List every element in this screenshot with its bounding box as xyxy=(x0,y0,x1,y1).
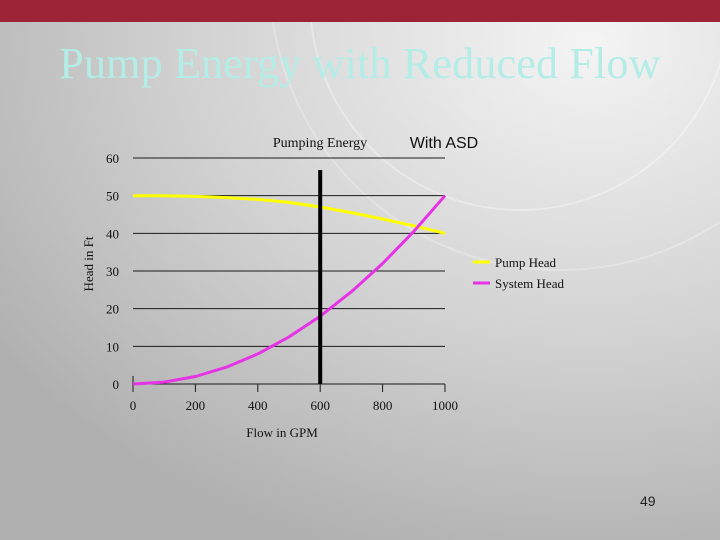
x-tick-label: 400 xyxy=(248,398,268,413)
slide-number: 49 xyxy=(640,493,656,509)
series-line-system-head xyxy=(132,194,447,386)
y-tick-label: 30 xyxy=(106,264,119,279)
x-tick-label: 0 xyxy=(130,398,137,413)
x-tick-label: 200 xyxy=(186,398,206,413)
y-tick-label: 40 xyxy=(106,226,119,241)
y-axis-title: Head in Ft xyxy=(81,236,96,291)
y-tick-label: 20 xyxy=(106,302,119,317)
y-tick-label: 0 xyxy=(113,377,120,392)
top-accent-bar xyxy=(0,0,720,22)
chart-title: Pumping Energy xyxy=(273,136,367,151)
x-tick-label: 800 xyxy=(373,398,393,413)
series-line-pump-head xyxy=(133,194,446,235)
legend-label: Pump Head xyxy=(495,255,557,270)
grid-layer xyxy=(133,157,445,385)
legend: Pump Head System Head xyxy=(473,255,564,291)
slide-title: Pump Energy with Reduced Flow xyxy=(59,39,661,88)
legend-label: System Head xyxy=(495,276,564,291)
x-axis-title: Flow in GPM xyxy=(246,425,318,440)
y-tick-label: 50 xyxy=(106,189,119,204)
x-tick-label: 1000 xyxy=(432,398,458,413)
series-layer xyxy=(132,194,447,386)
y-tick-label: 60 xyxy=(106,151,119,166)
with-asd-annotation: With ASD xyxy=(410,135,478,152)
axis-layer xyxy=(132,376,446,392)
x-tick-label: 600 xyxy=(310,398,330,413)
y-tick-label: 10 xyxy=(106,339,119,354)
